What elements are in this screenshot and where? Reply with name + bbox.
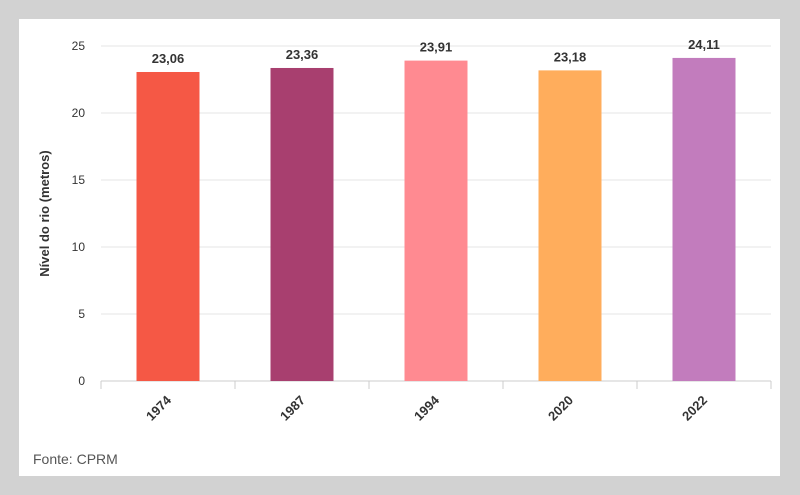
bar-1987 xyxy=(270,67,334,381)
data-label-2020: 23,18 xyxy=(554,49,587,64)
y-axis-title: Nível do rio (metros) xyxy=(37,150,52,276)
x-tick-label-1974: 1974 xyxy=(143,392,175,424)
data-label-1994: 23,91 xyxy=(420,40,453,55)
x-tick-label-1987: 1987 xyxy=(277,393,308,424)
bar-1974 xyxy=(136,71,200,381)
bar-1994 xyxy=(404,60,468,382)
y-tick-label: 10 xyxy=(72,240,86,254)
y-tick-label: 0 xyxy=(78,374,85,388)
source-note: Fonte: CPRM xyxy=(33,451,118,467)
data-label-1987: 23,36 xyxy=(286,47,319,62)
x-tick-label-1994: 1994 xyxy=(411,392,443,424)
x-tick-label-2020: 2020 xyxy=(545,393,576,424)
chart-card: 0 5 10 15 20 25 Nível do rio (metros) 23,06 1974… xyxy=(19,19,780,476)
data-label-1974: 23,06 xyxy=(152,51,185,66)
y-tick-label: 25 xyxy=(72,39,86,53)
bar-2020 xyxy=(538,70,602,381)
bar-chart: 0 5 10 15 20 25 Nível do rio (metros) 23,06 1974… xyxy=(37,37,772,424)
y-tick-label: 15 xyxy=(72,173,86,187)
bar-2022 xyxy=(672,57,736,382)
data-label-2022: 24,11 xyxy=(688,37,720,52)
x-tick-label-2022: 2022 xyxy=(679,393,710,424)
y-tick-label: 5 xyxy=(78,307,85,321)
y-tick-label: 20 xyxy=(72,106,86,120)
